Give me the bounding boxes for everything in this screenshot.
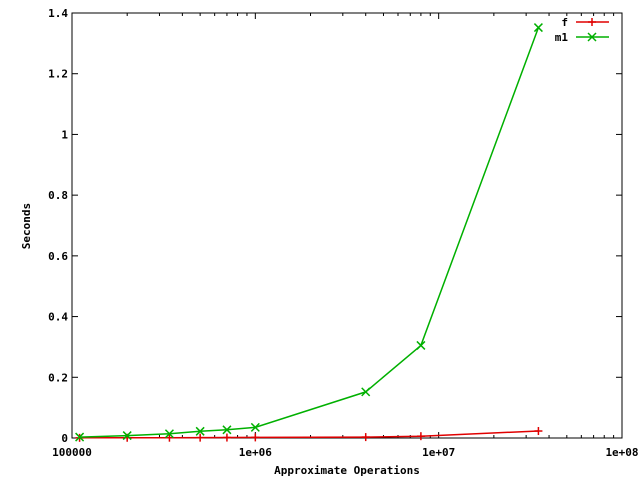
point-f-4: [222, 433, 231, 442]
point-m1-6: [361, 387, 371, 397]
point-f-5: [251, 433, 260, 442]
legend-label-m1: m1: [555, 31, 569, 44]
point-m1-1: [122, 431, 132, 441]
point-m1-3: [195, 426, 205, 436]
y-axis-label: Seconds: [20, 203, 33, 249]
point-m1-2: [164, 429, 174, 439]
point-f-7: [416, 432, 425, 441]
point-m1-0: [75, 432, 85, 442]
plot-frame: [71, 12, 623, 439]
point-m1-8: [533, 23, 543, 33]
point-m1-4: [222, 425, 232, 435]
x-tick-label-3: 1e+08: [605, 446, 638, 459]
y-tick-label-7: 1.4: [48, 7, 68, 20]
x-axis-label: Approximate Operations: [274, 464, 420, 477]
y-tick-label-4: 0.8: [48, 189, 68, 202]
legend-marker-m1: [587, 32, 597, 42]
y-tick-label-0: 0: [61, 432, 68, 445]
point-f-8: [534, 427, 543, 436]
point-m1-5: [250, 422, 260, 432]
point-f-3: [196, 433, 205, 442]
y-tick-label-3: 0.6: [48, 250, 68, 263]
axis-ticks: 0 0.2 0.4 0.6 0.8 1 1.2 1.4 100000 1e+06 1e+07 1e+0…: [48, 7, 638, 459]
point-f-2: [165, 433, 174, 442]
point-f-6: [361, 433, 370, 442]
legend-label-f: f: [561, 16, 568, 29]
x-tick-label-0: 100000: [52, 446, 92, 459]
legend-marker-f: [588, 18, 596, 26]
y-tick-label-5: 1: [61, 128, 68, 141]
y-tick-label-2: 0.4: [48, 311, 68, 324]
x-tick-label-1: 1e+06: [239, 446, 272, 459]
x-tick-label-2: 1e+07: [422, 446, 455, 459]
point-m1-7: [416, 340, 426, 350]
y-tick-label-6: 1.2: [48, 68, 68, 81]
y-tick-label-1: 0.2: [48, 371, 68, 384]
series-layer: [75, 23, 543, 442]
legend: f m1: [555, 16, 609, 44]
series-line-m1: [79, 27, 540, 438]
